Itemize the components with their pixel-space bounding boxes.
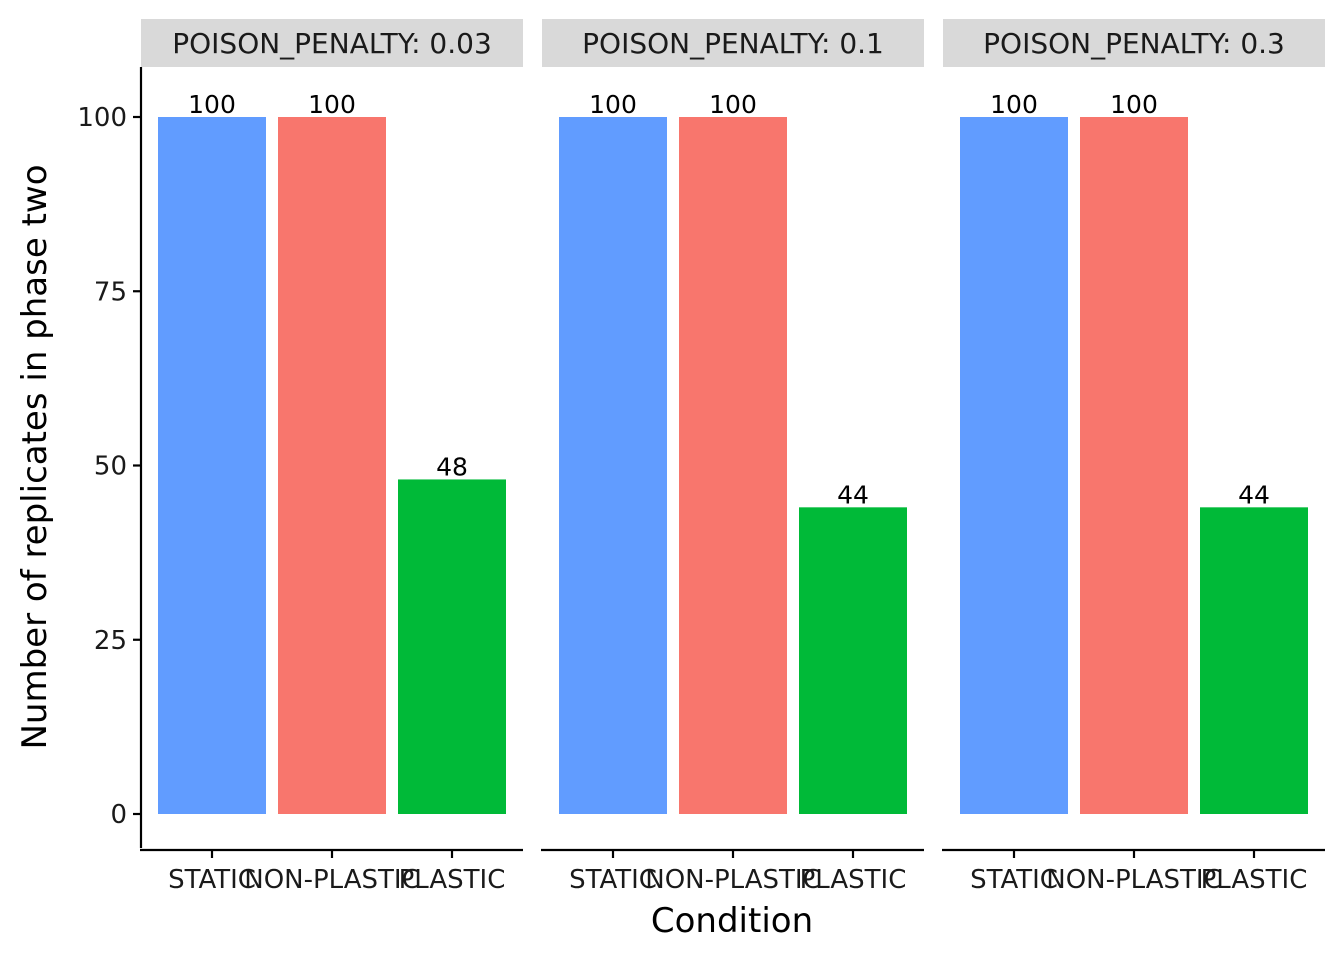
x-tick-label: NON-PLASTIC <box>244 865 420 895</box>
bar-value-label: 48 <box>436 452 468 481</box>
bar <box>559 117 667 814</box>
x-axis-title: Condition <box>651 901 813 941</box>
y-tick-label: 50 <box>94 452 127 482</box>
facet-strip <box>943 19 1325 67</box>
bar <box>1200 507 1308 814</box>
bar <box>679 117 787 814</box>
facet-strip <box>542 19 924 67</box>
x-tick-label: STATIC <box>569 865 657 895</box>
y-tick-label: 75 <box>94 277 127 307</box>
facet-panels: 0 25 50 75 100 POISON_PENALTY: 0.03 100 STATIC 1… <box>77 19 1325 895</box>
facet-strip <box>141 19 523 67</box>
x-tick-label: NON-PLASTIC <box>1046 865 1222 895</box>
bar-value-label: 100 <box>1110 90 1158 119</box>
facet-panel: POISON_PENALTY: 0.3 100 STATIC 100 NON-PLAST… <box>942 19 1325 895</box>
facet-strip-title: POISON_PENALTY: 0.1 <box>582 27 884 60</box>
y-tick-label: 0 <box>110 800 127 830</box>
bar <box>398 479 506 814</box>
y-axis-title: Number of replicates in phase two <box>15 164 55 749</box>
bar-value-label: 100 <box>308 90 356 119</box>
x-tick-label: PLASTIC <box>399 865 506 895</box>
x-tick-label: PLASTIC <box>1201 865 1308 895</box>
bar-value-label: 44 <box>837 480 869 509</box>
bar-value-label: 100 <box>589 90 637 119</box>
bar <box>799 507 907 814</box>
bar <box>960 117 1068 814</box>
y-tick-label: 25 <box>94 626 127 656</box>
bar-value-label: 100 <box>709 90 757 119</box>
facet-panel: POISON_PENALTY: 0.03 100 STATIC 100 NON-PLAS… <box>140 19 523 895</box>
bar <box>158 117 266 814</box>
facet-strip-title: POISON_PENALTY: 0.03 <box>172 27 492 60</box>
x-tick-label: NON-PLASTIC <box>645 865 821 895</box>
bar-value-label: 44 <box>1238 480 1270 509</box>
bar-value-label: 100 <box>990 90 1038 119</box>
facet-strip-title: POISON_PENALTY: 0.3 <box>983 27 1285 60</box>
y-tick-label: 100 <box>77 103 127 133</box>
facet-panel: POISON_PENALTY: 0.1 100 STATIC 100 NON-PLAST… <box>541 19 924 895</box>
x-tick-label: STATIC <box>970 865 1058 895</box>
bar <box>278 117 386 814</box>
bar-value-label: 100 <box>188 90 236 119</box>
x-tick-label: PLASTIC <box>800 865 907 895</box>
bar <box>1080 117 1188 814</box>
x-tick-label: STATIC <box>168 865 256 895</box>
